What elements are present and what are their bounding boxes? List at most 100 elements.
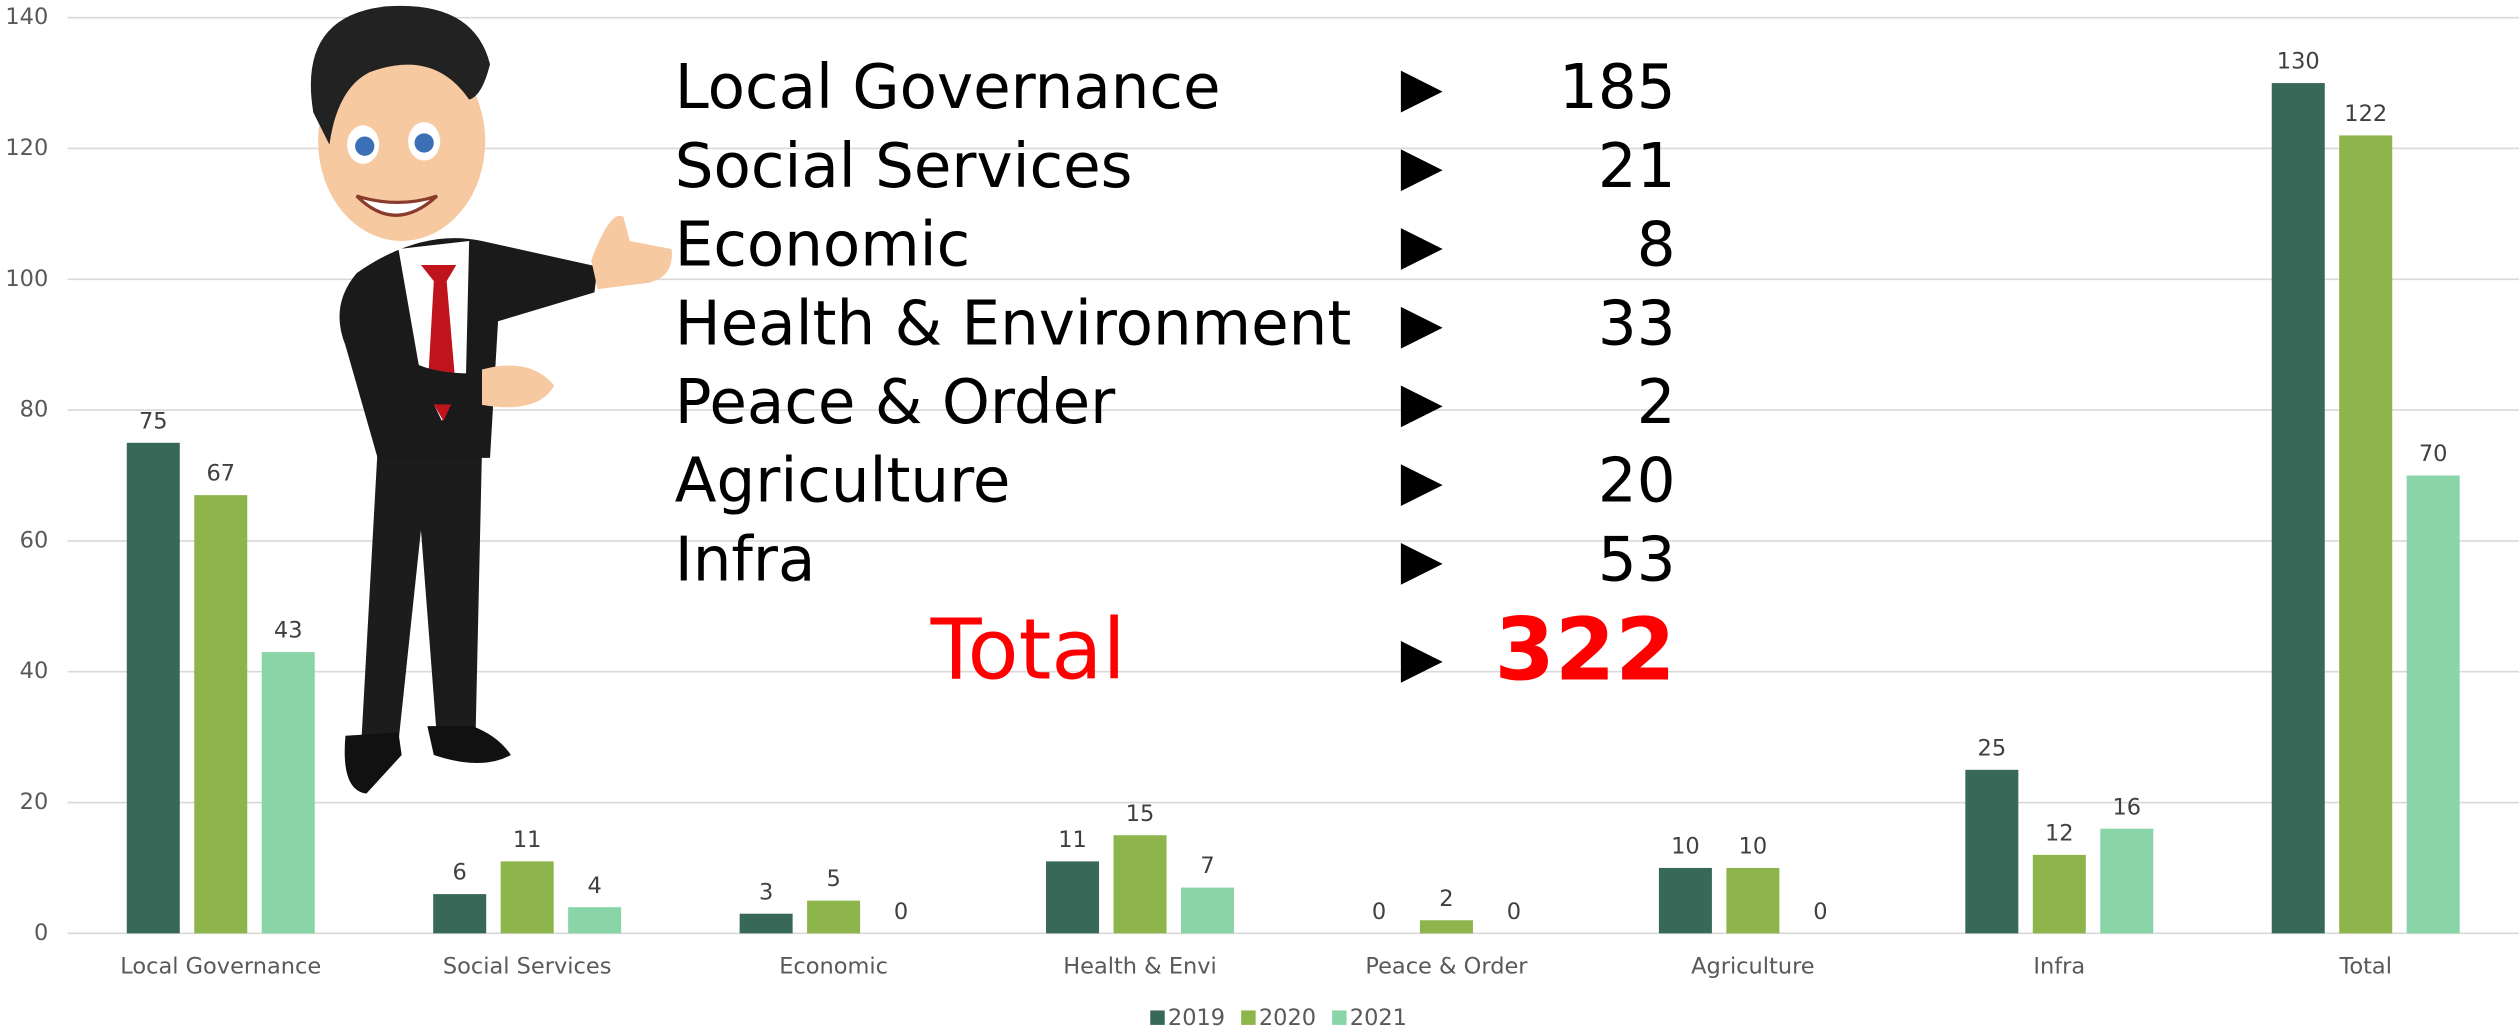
value-label: 4 bbox=[587, 873, 601, 899]
face bbox=[318, 41, 486, 241]
overlay-label: Economic bbox=[675, 210, 970, 281]
value-label: 5 bbox=[826, 866, 840, 892]
mouth bbox=[355, 194, 439, 217]
hand bbox=[481, 365, 555, 408]
bar bbox=[261, 652, 315, 934]
value-label: 0 bbox=[1813, 899, 1827, 925]
value-label: 0 bbox=[894, 899, 908, 925]
bar bbox=[126, 442, 180, 934]
overlay-value: 8 bbox=[1637, 210, 1676, 281]
value-label: 16 bbox=[2112, 794, 2141, 820]
value-label: 70 bbox=[2419, 441, 2448, 467]
legend-label: 2020 bbox=[1259, 1005, 1316, 1031]
pupil bbox=[355, 136, 375, 156]
value-label: 10 bbox=[1739, 834, 1768, 860]
legend-label: 2019 bbox=[1168, 1005, 1225, 1031]
y-tick-label: 140 bbox=[5, 4, 48, 30]
bar bbox=[1658, 867, 1712, 934]
total-label: Total bbox=[930, 600, 1126, 698]
bar bbox=[433, 894, 487, 934]
arrow bbox=[1400, 70, 1443, 113]
legend-swatch bbox=[1150, 1010, 1165, 1025]
total-value: 322 bbox=[1495, 599, 1676, 700]
value-label: 12 bbox=[2045, 820, 2074, 846]
x-tick-label: Local Governance bbox=[120, 954, 321, 980]
arrow bbox=[1400, 228, 1443, 270]
legend-swatch bbox=[1241, 1010, 1256, 1025]
overlay-label: Local Governance bbox=[675, 52, 1221, 123]
x-tick-label: Infra bbox=[2033, 954, 2085, 980]
y-tick-label: 0 bbox=[34, 920, 48, 946]
bar bbox=[739, 913, 793, 934]
bar bbox=[1180, 887, 1234, 934]
hair bbox=[310, 5, 491, 145]
arrow bbox=[1400, 640, 1443, 683]
bar bbox=[2100, 828, 2154, 934]
value-label: 0 bbox=[1507, 899, 1521, 925]
pupil bbox=[414, 133, 434, 153]
value-label: 3 bbox=[759, 879, 773, 905]
overlay-value: 20 bbox=[1598, 446, 1676, 517]
x-tick-label: Economic bbox=[779, 954, 888, 980]
value-label: 67 bbox=[206, 461, 235, 487]
bar bbox=[568, 907, 622, 934]
value-label: 2 bbox=[1439, 886, 1453, 912]
bar bbox=[500, 861, 554, 934]
value-label: 0 bbox=[1372, 899, 1386, 925]
legend-swatch bbox=[1332, 1010, 1347, 1025]
arrow bbox=[1400, 385, 1443, 428]
hand bbox=[591, 215, 672, 290]
value-label: 15 bbox=[1126, 801, 1155, 827]
bar bbox=[2032, 854, 2086, 934]
overlay-value: 185 bbox=[1559, 52, 1675, 123]
value-label: 130 bbox=[2277, 49, 2320, 75]
bar bbox=[2406, 475, 2460, 934]
overlay-value: 53 bbox=[1598, 524, 1676, 595]
cartoon-man bbox=[310, 5, 672, 794]
bar bbox=[194, 495, 248, 934]
overlay-value: 2 bbox=[1637, 367, 1676, 438]
value-label: 75 bbox=[139, 408, 168, 434]
bar bbox=[1965, 769, 2019, 934]
overlay: Local Governance 185 Social Services 21 Econ… bbox=[675, 52, 1676, 700]
x-tick-label: Health & Envi bbox=[1063, 954, 1217, 980]
value-label: 122 bbox=[2344, 101, 2387, 127]
legend-label: 2021 bbox=[1350, 1005, 1407, 1031]
arrow bbox=[1400, 542, 1443, 585]
bar bbox=[1046, 861, 1100, 934]
bar bbox=[2271, 83, 2325, 934]
x-tick-label: Peace & Order bbox=[1365, 954, 1528, 980]
jacket bbox=[339, 238, 598, 458]
legs bbox=[361, 449, 482, 743]
value-label: 6 bbox=[453, 860, 467, 886]
overlay-label: Agriculture bbox=[675, 446, 1011, 517]
value-label: 10 bbox=[1671, 834, 1700, 860]
arrow bbox=[1400, 149, 1443, 192]
y-tick-label: 60 bbox=[20, 527, 49, 553]
overlay-value: 33 bbox=[1598, 288, 1676, 359]
y-tick-label: 120 bbox=[5, 135, 48, 161]
x-tick-label: Total bbox=[2338, 954, 2391, 980]
value-label: 25 bbox=[1978, 735, 2007, 761]
x-tick-label: Agriculture bbox=[1691, 954, 1815, 980]
bar bbox=[807, 900, 861, 934]
bar bbox=[1726, 867, 1780, 934]
bar bbox=[1419, 920, 1473, 934]
value-label: 11 bbox=[513, 827, 542, 853]
overlay-label: Health & Environment bbox=[675, 288, 1352, 359]
overlay-label: Peace & Order bbox=[675, 367, 1116, 438]
value-label: 11 bbox=[1058, 827, 1087, 853]
overlay-value: 21 bbox=[1598, 131, 1676, 202]
value-label: 7 bbox=[1200, 853, 1214, 879]
overlay-label: Social Services bbox=[675, 131, 1133, 202]
arm bbox=[345, 329, 491, 405]
y-tick-label: 40 bbox=[20, 658, 49, 684]
y-tick-label: 100 bbox=[5, 266, 48, 292]
y-tick-label: 20 bbox=[20, 789, 49, 815]
arrow bbox=[1400, 306, 1443, 349]
x-tick-label: Social Services bbox=[443, 954, 612, 980]
y-tick-label: 80 bbox=[20, 397, 49, 423]
